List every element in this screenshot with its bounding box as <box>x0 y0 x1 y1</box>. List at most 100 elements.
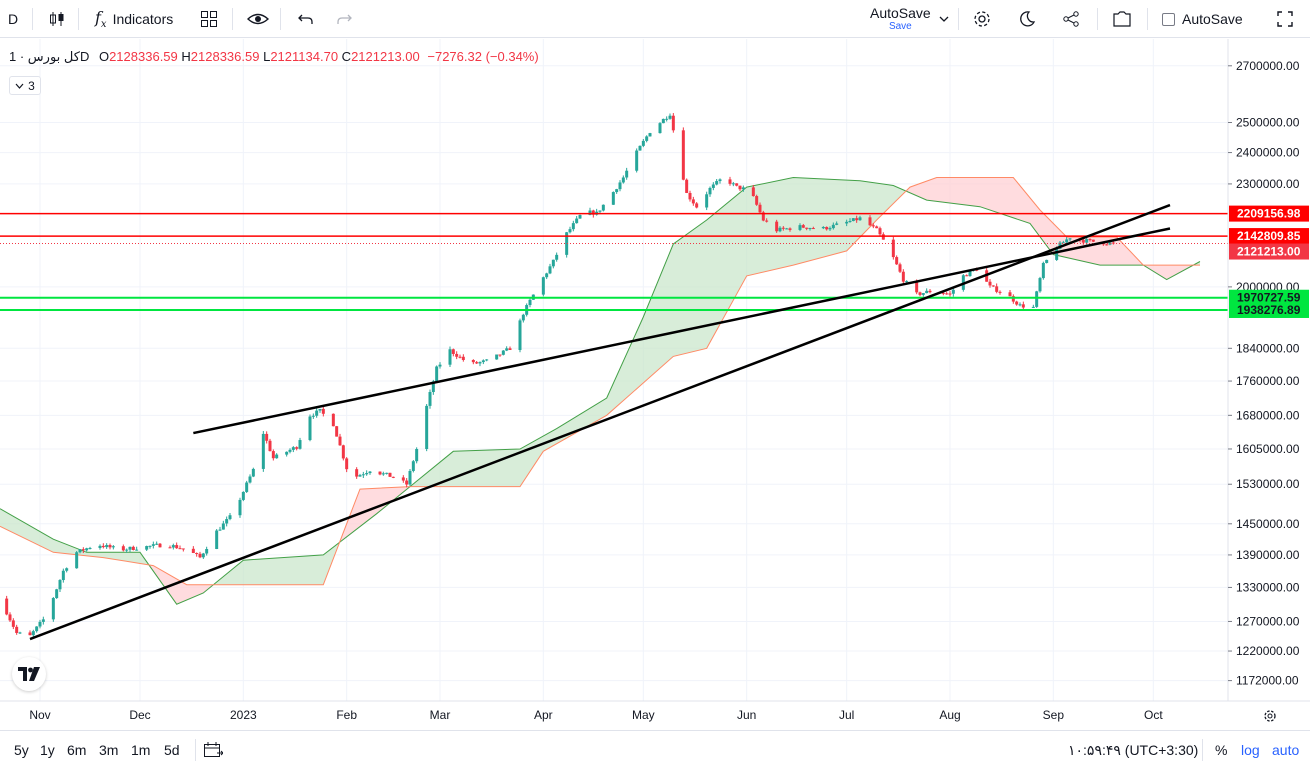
candle-down <box>901 271 905 282</box>
last-price-label-bg <box>1229 243 1309 260</box>
candle-up <box>618 182 622 190</box>
candle-down <box>335 426 339 437</box>
legend-close: 2121213.00 <box>351 49 420 64</box>
screenshot-button[interactable] <box>1112 0 1132 38</box>
candle-up <box>228 515 232 520</box>
range-button-1y[interactable]: 1y <box>40 742 55 758</box>
y-tick-label: 1270000.00 <box>1236 614 1300 628</box>
candle-up <box>288 449 292 452</box>
date-range-button[interactable] <box>203 731 223 769</box>
candle-up <box>521 314 525 321</box>
candle-up <box>298 440 302 449</box>
candle-up <box>828 228 832 230</box>
divider <box>32 8 33 30</box>
candle-down <box>918 292 922 295</box>
tradingview-logo[interactable] <box>12 657 46 691</box>
candle-up <box>611 192 615 205</box>
candle-up <box>51 598 55 620</box>
candle-up <box>411 461 415 471</box>
candle-up <box>808 228 812 230</box>
visibility-button[interactable] <box>247 0 269 38</box>
auto-toggle[interactable]: auto <box>1272 731 1299 769</box>
candle-up <box>518 320 522 351</box>
candle-up <box>665 118 669 120</box>
axis-settings-icon[interactable] <box>1264 710 1276 722</box>
candle-down <box>591 210 595 215</box>
candle-down <box>8 614 12 621</box>
candle-up <box>148 545 152 547</box>
indicators-button[interactable]: fx Indicators <box>95 0 173 38</box>
timezone-button[interactable]: ۱۰:۵۹:۴۹ (UTC+3:30) <box>1068 731 1198 769</box>
cloud-bullish <box>410 177 907 487</box>
chart-style-button[interactable] <box>47 0 67 38</box>
range-button-6m[interactable]: 6m <box>67 742 87 758</box>
candle-up <box>541 277 545 295</box>
range-button-5y[interactable]: 5y <box>14 742 29 758</box>
divider <box>232 8 233 30</box>
candle-up <box>601 204 605 211</box>
candle-up <box>565 232 569 255</box>
indicators-collapse-button[interactable]: 3 <box>9 76 41 95</box>
theme-button[interactable] <box>1018 0 1036 38</box>
undo-button[interactable] <box>297 0 315 38</box>
resistance-label: 2209156.98 <box>1237 207 1301 221</box>
fullscreen-button[interactable] <box>1276 0 1294 38</box>
candle-down <box>761 212 765 221</box>
candle-up <box>731 183 735 185</box>
cloud-bullish <box>213 539 340 585</box>
support-label: 1970727.59 <box>1237 291 1301 305</box>
percent-toggle[interactable]: % <box>1215 731 1227 769</box>
share-button[interactable] <box>1062 0 1080 38</box>
candle-up <box>1018 304 1022 306</box>
candle-up <box>641 140 645 146</box>
candle-up <box>205 549 209 554</box>
candle-down <box>881 234 885 240</box>
candle-down <box>108 545 112 548</box>
y-tick-label: 1530000.00 <box>1236 477 1300 491</box>
autosave-menu-toggle[interactable] <box>939 0 949 38</box>
candle-down <box>871 225 875 227</box>
autosave-checkbox[interactable]: AutoSave <box>1162 0 1243 38</box>
candle-up <box>925 290 929 294</box>
candle-up <box>645 136 649 141</box>
candle-down <box>341 445 345 459</box>
candle-up <box>125 549 129 551</box>
candle-up <box>658 123 662 134</box>
candle-up <box>478 362 482 364</box>
candle-down <box>405 480 409 485</box>
candle-up <box>1031 306 1035 308</box>
range-button-3m[interactable]: 3m <box>99 742 119 758</box>
layouts-button[interactable] <box>200 0 218 38</box>
candle-down <box>158 543 162 548</box>
candle-down <box>191 548 195 553</box>
candle-up <box>128 546 132 550</box>
candle-down <box>475 362 479 364</box>
price-chart[interactable]: 2700000.00 2500000.00 2400000.00 2300000.00… <box>0 39 1310 729</box>
interval-button[interactable]: D <box>8 0 18 38</box>
snapshot-icon <box>1113 11 1131 27</box>
candle-up <box>835 223 839 225</box>
candle-up <box>381 473 385 475</box>
chart-area[interactable]: 2700000.00 2500000.00 2400000.00 2300000.00… <box>0 39 1310 729</box>
candle-up <box>505 348 509 351</box>
candle-down <box>875 226 879 229</box>
autosave-dropdown[interactable]: AutoSave Save <box>870 0 931 38</box>
log-toggle[interactable]: log <box>1241 731 1260 769</box>
range-button-5d[interactable]: 5d <box>164 742 180 758</box>
range-button-1m[interactable]: 1m <box>131 742 151 758</box>
redo-button[interactable] <box>335 0 353 38</box>
candle-up <box>145 546 149 550</box>
candle-up <box>598 210 602 212</box>
candle-down <box>685 179 689 193</box>
candle-down <box>895 257 899 265</box>
settings-button[interactable] <box>972 0 992 38</box>
clock-label: ۱۰:۵۹:۴۹ (UTC+3:30) <box>1068 741 1199 758</box>
candle-up <box>291 447 295 450</box>
candle-up <box>845 221 849 224</box>
eye-icon <box>247 13 269 25</box>
candle-up <box>1061 242 1065 244</box>
percent-label: % <box>1215 742 1228 758</box>
candle-down <box>5 598 9 615</box>
moon-icon <box>1020 11 1036 27</box>
candle-down <box>758 204 762 213</box>
